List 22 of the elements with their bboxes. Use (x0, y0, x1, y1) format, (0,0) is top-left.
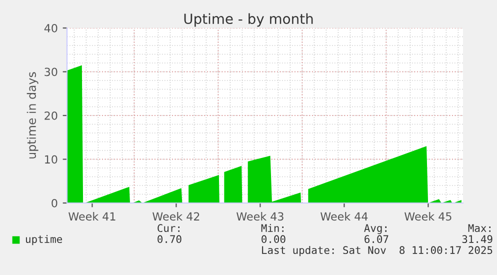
chart-title: Uptime - by month (184, 13, 313, 27)
text: Min: (261, 224, 284, 232)
x-tick-label: Week 41 (68, 212, 116, 221)
x-tick-label: Week 45 (404, 212, 452, 221)
text: Avg: (364, 224, 386, 234)
text: Cur: (158, 224, 180, 232)
x-tick-label: Week 42 (152, 212, 200, 221)
y-tick-label: 0 (52, 198, 58, 208)
y-tick-label: 40 (44, 24, 58, 32)
text: 31.49 (462, 235, 492, 244)
text: Max: (468, 224, 490, 232)
text: 6.07 (364, 235, 388, 244)
text: 0.00 (262, 235, 286, 244)
x-tick-label: Week 43 (236, 212, 284, 221)
y-tick-label: 30 (44, 68, 58, 76)
y-tick-label: 20 (44, 111, 58, 120)
x-tick-label: Week 44 (320, 212, 368, 221)
text: 0.70 (158, 235, 182, 244)
legend-label: uptime (26, 234, 62, 246)
y-axis-title: uptime in days (26, 72, 38, 158)
y-tick-label: 10 (45, 155, 58, 164)
text: Last update: Sat Nov 8 11:00:17 2025 (262, 246, 492, 256)
